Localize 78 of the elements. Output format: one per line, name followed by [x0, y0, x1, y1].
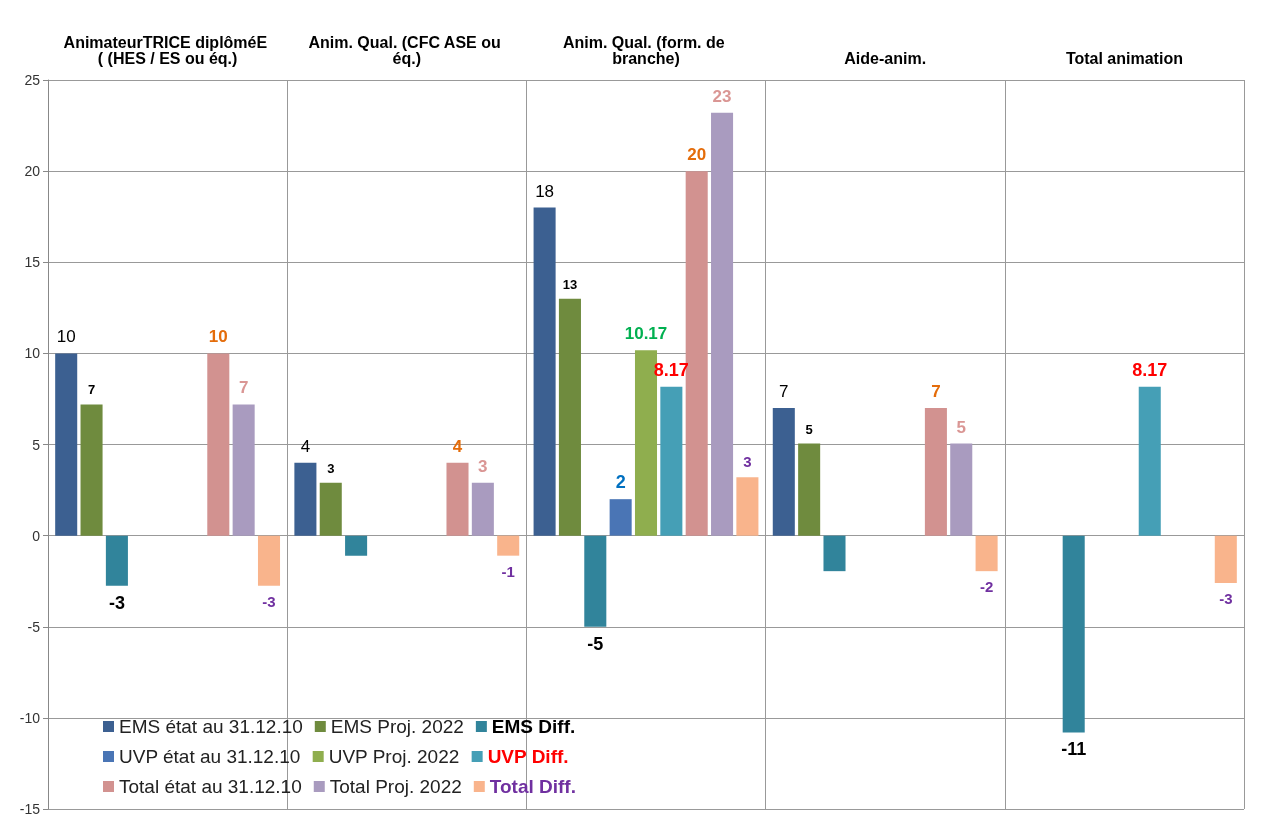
bar [823, 535, 846, 572]
legend-label: Total état au 31.12.10 [119, 776, 302, 797]
data-label: -3 [262, 592, 276, 610]
bar [924, 408, 947, 536]
bar [446, 462, 469, 536]
y-tick-label: 15 [24, 254, 41, 271]
data-label: -3 [1219, 590, 1233, 608]
legend-label: UVP Proj. 2022 [328, 746, 460, 767]
bar [772, 408, 795, 536]
legend-label: Total Diff. [489, 776, 576, 797]
bar [798, 443, 821, 536]
data-label: 3 [743, 453, 752, 471]
bar [257, 535, 281, 586]
data-label: 20 [687, 145, 707, 165]
y-tick-label: -5 [27, 618, 41, 635]
bar [660, 386, 683, 536]
bar [711, 112, 734, 536]
data-label: 10 [208, 327, 228, 347]
data-label: 8.17 [1132, 359, 1168, 380]
y-tick-label: 25 [24, 72, 41, 88]
y-tick-label: -10 [19, 709, 41, 726]
bar [975, 535, 998, 572]
data-label: 7 [931, 382, 941, 402]
legend-label: EMS Diff. [491, 716, 576, 737]
bar [558, 298, 581, 536]
legend-label: EMS Proj. 2022 [330, 716, 464, 737]
data-label: 3 [327, 460, 335, 476]
data-label: 18 [535, 181, 555, 201]
data-label: -3 [108, 592, 125, 613]
bar [584, 535, 607, 627]
x-tick-label: Total animation [1065, 49, 1183, 67]
bar [232, 404, 255, 536]
bar [471, 482, 494, 536]
x-tick-label: Anim. Qual. (form. de branche) [562, 33, 730, 67]
data-label: 23 [712, 86, 732, 106]
y-tick-label: 10 [24, 345, 41, 362]
y-tick-label: 5 [32, 436, 41, 453]
data-label: 10 [56, 327, 76, 347]
data-label: 7 [87, 382, 96, 398]
legend-label: EMS état au 31.12.10 [119, 716, 303, 737]
bar [1214, 535, 1237, 584]
y-tick-label: 0 [32, 527, 41, 544]
y-tick-label: -15 [19, 801, 41, 817]
bar [345, 535, 368, 556]
bar [1138, 386, 1161, 536]
data-label: 10.17 [624, 324, 668, 344]
data-label: -2 [979, 578, 994, 596]
bar [294, 462, 317, 536]
x-tick-label: Aide-anim. [844, 49, 927, 67]
data-label: 7 [238, 378, 249, 398]
data-label: 3 [478, 456, 488, 476]
x-tick-label: Anim. Qual. (CFC ASE ou éq.) [308, 33, 506, 67]
bar [609, 499, 632, 536]
legend-label: UVP Diff. [487, 746, 569, 767]
data-label: 4 [452, 436, 463, 456]
bar [105, 535, 128, 586]
bar [736, 477, 759, 536]
data-label: 5 [805, 421, 813, 437]
bar [319, 482, 342, 536]
bar [497, 535, 520, 556]
bar [55, 353, 78, 536]
y-tick-label: 20 [24, 163, 41, 180]
data-label: -1 [501, 562, 515, 580]
bar [207, 353, 230, 536]
x-tick-label: AnimateurTRICE diplôméE ( (HES / ES ou éq.) [63, 33, 272, 67]
data-label: -5 [587, 633, 604, 654]
data-label: -11 [1061, 739, 1087, 760]
data-label: 7 [779, 382, 789, 402]
bar [950, 443, 973, 536]
bar [533, 207, 556, 536]
legend-label: Total Proj. 2022 [329, 776, 462, 797]
data-label: 4 [300, 436, 311, 456]
data-label: 2 [615, 472, 626, 493]
data-label: 5 [956, 417, 966, 437]
data-label: 13 [562, 276, 578, 292]
bar [80, 404, 103, 536]
legend-label: UVP état au 31.12.10 [119, 746, 301, 767]
bar [1062, 535, 1085, 733]
